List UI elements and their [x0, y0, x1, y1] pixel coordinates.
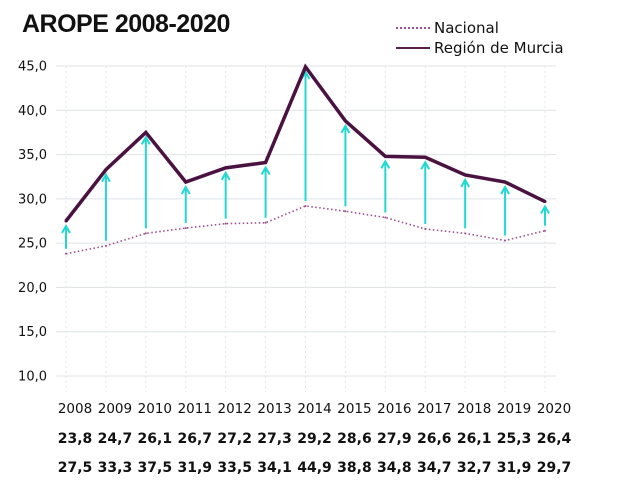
- data-point-murcia: [383, 154, 387, 158]
- data-point-nacional: [144, 232, 147, 235]
- data-label-nacional: 24,7: [98, 431, 133, 447]
- x-tick-label: 2017: [417, 401, 451, 417]
- x-tick-label: 2010: [138, 401, 172, 417]
- chart-title: AROPE 2008-2020: [22, 10, 230, 38]
- y-tick-label: 20,0: [18, 281, 47, 296]
- legend-item-murcia: Región de Murcia: [396, 38, 564, 58]
- data-point-murcia: [224, 166, 228, 170]
- x-tick-label: 2015: [337, 401, 371, 417]
- x-tick-label: 2013: [257, 401, 291, 417]
- legend-label-murcia: Región de Murcia: [434, 39, 564, 57]
- data-point-nacional: [504, 239, 507, 242]
- data-point-nacional: [224, 222, 227, 225]
- y-tick-label: 15,0: [18, 325, 47, 340]
- data-label-nacional: 26,6: [417, 431, 452, 447]
- data-point-nacional: [304, 204, 307, 207]
- data-label-murcia: 38,8: [337, 460, 372, 476]
- legend-label-nacional: Nacional: [434, 19, 499, 37]
- data-point-nacional: [184, 227, 187, 230]
- data-point-murcia: [264, 161, 268, 165]
- y-tick-label: 35,0: [18, 148, 47, 163]
- data-label-murcia: 31,9: [177, 460, 212, 476]
- data-point-nacional: [544, 229, 546, 232]
- data-point-nacional: [424, 227, 427, 230]
- data-label-nacional: 27,2: [217, 431, 252, 447]
- data-point-murcia: [543, 200, 547, 204]
- data-label-murcia: 34,8: [377, 460, 412, 476]
- arrow-head: [340, 123, 351, 134]
- data-point-nacional: [344, 210, 347, 213]
- data-point-murcia: [503, 180, 507, 184]
- arrow-head: [380, 159, 391, 169]
- y-tick-label: 45,0: [18, 60, 47, 75]
- arrow-head: [260, 165, 271, 176]
- data-point-nacional: [384, 216, 387, 219]
- data-point-murcia: [64, 219, 68, 223]
- x-tick-label: 2014: [297, 401, 331, 417]
- x-tick-label: 2008: [58, 401, 92, 417]
- data-label-nacional: 23,8: [58, 431, 93, 447]
- x-tick-label: 2019: [497, 401, 531, 417]
- x-tick-label: 2009: [98, 401, 132, 417]
- arrow-head: [540, 204, 550, 215]
- arrow-head: [420, 160, 431, 170]
- data-point-nacional: [104, 244, 107, 247]
- data-label-nacional: 26,7: [177, 431, 212, 447]
- x-tick-label: 2011: [178, 401, 212, 417]
- y-tick-label: 40,0: [18, 104, 47, 119]
- data-label-nacional: 27,9: [377, 431, 412, 447]
- data-label-nacional: 26,4: [537, 431, 572, 447]
- x-tick-label: 2012: [217, 401, 251, 417]
- arrow-head: [180, 185, 191, 195]
- y-tick-label: 10,0: [18, 370, 47, 385]
- arrow-head: [61, 223, 71, 234]
- x-tick-label: 2020: [537, 401, 571, 417]
- arrow-head: [140, 135, 151, 145]
- data-label-murcia: 37,5: [138, 460, 173, 476]
- arrow-head: [101, 172, 111, 183]
- legend-swatch-nacional: [396, 27, 430, 29]
- data-label-murcia: 29,7: [537, 460, 572, 476]
- data-label-nacional: 28,6: [337, 431, 372, 447]
- y-tick-label: 25,0: [18, 237, 47, 252]
- arrow-head: [500, 185, 510, 195]
- data-point-murcia: [104, 168, 108, 172]
- data-point-nacional: [264, 221, 267, 224]
- data-point-murcia: [423, 155, 427, 159]
- arrow-head: [460, 177, 471, 188]
- data-label-nacional: 26,1: [138, 431, 173, 447]
- data-point-nacional: [464, 232, 467, 235]
- data-point-murcia: [144, 130, 148, 134]
- data-label-murcia: 27,5: [58, 460, 93, 476]
- data-point-murcia: [184, 180, 188, 184]
- data-label-nacional: 27,3: [257, 431, 292, 447]
- legend: Nacional Región de Murcia: [396, 18, 564, 58]
- data-point-nacional: [65, 252, 67, 255]
- data-label-murcia: 33,3: [98, 460, 133, 476]
- arrow-head: [220, 170, 231, 181]
- data-point-murcia: [463, 173, 467, 177]
- data-point-murcia: [343, 119, 347, 123]
- x-tick-label: 2018: [457, 401, 491, 417]
- data-label-murcia: 32,7: [457, 460, 492, 476]
- legend-swatch-murcia: [396, 47, 430, 49]
- data-label-murcia: 31,9: [497, 460, 532, 476]
- x-tick-label: 2016: [377, 401, 411, 417]
- legend-item-nacional: Nacional: [396, 18, 564, 38]
- data-label-murcia: 34,1: [257, 460, 292, 476]
- data-label-nacional: 29,2: [297, 431, 332, 447]
- data-label-nacional: 26,1: [457, 431, 492, 447]
- data-label-nacional: 25,3: [497, 431, 532, 447]
- data-label-murcia: 33,5: [217, 460, 252, 476]
- y-tick-label: 30,0: [18, 192, 47, 207]
- data-point-murcia: [304, 65, 307, 69]
- data-label-murcia: 34,7: [417, 460, 452, 476]
- data-label-murcia: 44,9: [297, 460, 332, 476]
